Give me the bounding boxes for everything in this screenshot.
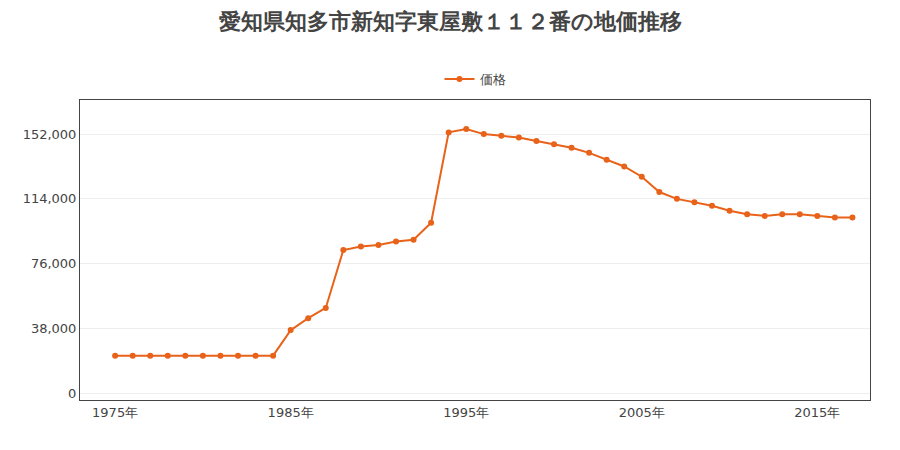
svg-text:1975年: 1975年 xyxy=(92,405,138,420)
svg-text:114,000: 114,000 xyxy=(23,191,77,206)
svg-text:2005年: 2005年 xyxy=(619,405,665,420)
svg-text:愛知県知多市新知字東屋敷１１２番の地価推移: 愛知県知多市新知字東屋敷１１２番の地価推移 xyxy=(219,9,682,34)
svg-text:2015年: 2015年 xyxy=(794,405,840,420)
svg-text:価格: 価格 xyxy=(480,72,506,87)
svg-text:1985年: 1985年 xyxy=(268,405,314,420)
svg-text:38,000: 38,000 xyxy=(31,321,77,336)
svg-text:152,000: 152,000 xyxy=(23,127,77,142)
svg-text:0: 0 xyxy=(68,386,76,401)
svg-text:1995年: 1995年 xyxy=(443,405,489,420)
svg-text:76,000: 76,000 xyxy=(31,256,77,271)
